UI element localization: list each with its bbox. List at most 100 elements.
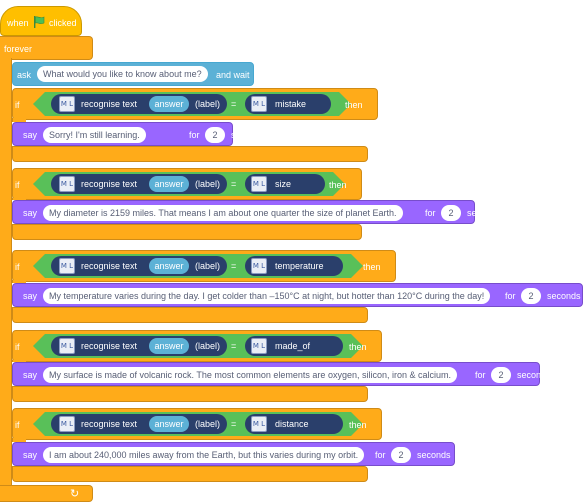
ask-question-input[interactable]: What would you like to know about me? bbox=[37, 66, 208, 82]
if-arm bbox=[12, 280, 26, 283]
loop-arrow-icon: ↻ bbox=[70, 488, 80, 500]
seconds-input[interactable]: 2 bbox=[441, 205, 461, 221]
ml-model-icon: M L bbox=[251, 416, 267, 432]
label-word: (label) bbox=[195, 99, 221, 109]
recognise-text-label: recognise text bbox=[81, 341, 138, 351]
if-arm bbox=[12, 438, 26, 442]
equals-operator[interactable]: M L recognise text answer (label) = M L … bbox=[33, 334, 363, 358]
ml-model-icon: M L bbox=[59, 338, 75, 354]
say-for-seconds-block[interactable]: say I am about 240,000 miles away from t… bbox=[12, 442, 455, 466]
seconds-input[interactable]: 2 bbox=[391, 447, 411, 463]
category-label: size bbox=[275, 179, 292, 189]
say-for-seconds-block[interactable]: say Sorry! I'm still learning. for 2 sec… bbox=[12, 122, 265, 146]
ml-model-icon: M L bbox=[59, 258, 75, 274]
equals-operator[interactable]: M L recognise text answer (label) = M L … bbox=[33, 254, 363, 278]
recognise-text-reporter[interactable]: M L recognise text answer (label) bbox=[51, 336, 227, 356]
recognise-text-label: recognise text bbox=[81, 261, 138, 271]
forever-arm bbox=[0, 58, 12, 488]
if-bottom bbox=[12, 386, 368, 402]
if-label: if bbox=[15, 100, 20, 110]
seconds-label: seconds bbox=[517, 370, 551, 380]
say-label: say bbox=[23, 370, 38, 380]
category-label: mistake bbox=[275, 99, 307, 109]
answer-reporter[interactable]: answer bbox=[149, 416, 189, 432]
forever-block[interactable]: forever bbox=[0, 36, 93, 60]
equals-sign: = bbox=[231, 179, 237, 189]
ml-model-icon: M L bbox=[59, 416, 75, 432]
category-label: distance bbox=[275, 419, 309, 429]
say-message-input[interactable]: Sorry! I'm still learning. bbox=[43, 127, 146, 143]
seconds-label: seconds bbox=[467, 208, 501, 218]
green-flag-icon bbox=[34, 16, 45, 28]
for-label: for bbox=[475, 370, 486, 380]
say-message-input[interactable]: I am about 240,000 miles away from the E… bbox=[43, 447, 365, 463]
equals-sign: = bbox=[231, 341, 237, 351]
say-for-seconds-block[interactable]: say My temperature varies during the day… bbox=[12, 283, 583, 307]
recognise-text-label: recognise text bbox=[81, 99, 138, 109]
say-message-input[interactable]: My temperature varies during the day. I … bbox=[43, 288, 491, 304]
say-label: say bbox=[23, 208, 38, 218]
ml-label-reporter[interactable]: M L made_of bbox=[245, 336, 343, 356]
recognise-text-reporter[interactable]: M L recognise text answer (label) bbox=[51, 94, 227, 114]
seconds-label: seconds bbox=[417, 450, 451, 460]
if-bottom bbox=[12, 146, 368, 162]
say-label: say bbox=[23, 130, 38, 140]
if-block[interactable]: if M L recognise text answer (label) = M… bbox=[12, 250, 396, 282]
answer-reporter[interactable]: answer bbox=[149, 96, 189, 112]
answer-reporter[interactable]: answer bbox=[149, 338, 189, 354]
if-label: if bbox=[15, 420, 20, 430]
and-wait-label: and wait bbox=[216, 70, 250, 80]
ml-label-reporter[interactable]: M L mistake bbox=[245, 94, 331, 114]
say-for-seconds-block[interactable]: say My surface is made of volcanic rock.… bbox=[12, 362, 551, 386]
when-label: when bbox=[7, 18, 29, 28]
ml-model-icon: M L bbox=[251, 96, 267, 112]
say-message-input[interactable]: My surface is made of volcanic rock. The… bbox=[43, 367, 457, 383]
seconds-label: seconds bbox=[547, 291, 581, 301]
seconds-input[interactable]: 2 bbox=[521, 288, 541, 304]
equals-operator[interactable]: M L recognise text answer (label) = M L … bbox=[33, 172, 345, 196]
label-word: (label) bbox=[195, 261, 221, 271]
ml-label-reporter[interactable]: M L size bbox=[245, 174, 325, 194]
for-label: for bbox=[375, 450, 386, 460]
forever-label: forever bbox=[4, 44, 33, 54]
seconds-input[interactable]: 2 bbox=[491, 367, 511, 383]
recognise-text-reporter[interactable]: M L recognise text answer (label) bbox=[51, 256, 227, 276]
if-arm bbox=[12, 360, 26, 362]
answer-reporter[interactable]: answer bbox=[149, 176, 189, 192]
clicked-label: clicked bbox=[49, 18, 77, 28]
ml-label-reporter[interactable]: M L distance bbox=[245, 414, 343, 434]
if-label: if bbox=[15, 180, 20, 190]
then-label: then bbox=[345, 100, 363, 110]
label-word: (label) bbox=[195, 419, 221, 429]
say-message-input[interactable]: My diameter is 2159 miles. That means I … bbox=[43, 205, 403, 221]
recognise-text-label: recognise text bbox=[81, 179, 138, 189]
equals-sign: = bbox=[231, 261, 237, 271]
if-arm bbox=[12, 118, 26, 122]
if-block[interactable]: if M L recognise text answer (label) = M… bbox=[12, 408, 382, 440]
then-label: then bbox=[349, 342, 367, 352]
then-label: then bbox=[349, 420, 367, 430]
ml-model-icon: M L bbox=[59, 176, 75, 192]
say-for-seconds-block[interactable]: say My diameter is 2159 miles. That mean… bbox=[12, 200, 501, 224]
seconds-input[interactable]: 2 bbox=[205, 127, 225, 143]
equals-sign: = bbox=[231, 419, 237, 429]
ask-and-wait-block[interactable]: ask What would you like to know about me… bbox=[12, 62, 254, 86]
if-block[interactable]: if M L recognise text answer (label) = M… bbox=[12, 168, 362, 200]
equals-operator[interactable]: M L recognise text answer (label) = M L … bbox=[33, 92, 351, 116]
if-bottom bbox=[12, 307, 368, 323]
ml-label-reporter[interactable]: M L temperature bbox=[245, 256, 343, 276]
equals-operator[interactable]: M L recognise text answer (label) = M L … bbox=[33, 412, 363, 436]
recognise-text-reporter[interactable]: M L recognise text answer (label) bbox=[51, 174, 227, 194]
if-block[interactable]: if M L recognise text answer (label) = M… bbox=[12, 88, 378, 120]
if-arm bbox=[12, 198, 26, 200]
recognise-text-reporter[interactable]: M L recognise text answer (label) bbox=[51, 414, 227, 434]
ml-model-icon: M L bbox=[251, 338, 267, 354]
equals-sign: = bbox=[231, 99, 237, 109]
if-bottom bbox=[12, 224, 362, 240]
if-label: if bbox=[15, 342, 20, 352]
if-block[interactable]: if M L recognise text answer (label) = M… bbox=[12, 330, 382, 362]
answer-reporter[interactable]: answer bbox=[149, 258, 189, 274]
when-flag-clicked-block[interactable]: when clicked bbox=[0, 6, 82, 36]
label-word: (label) bbox=[195, 179, 221, 189]
for-label: for bbox=[425, 208, 436, 218]
